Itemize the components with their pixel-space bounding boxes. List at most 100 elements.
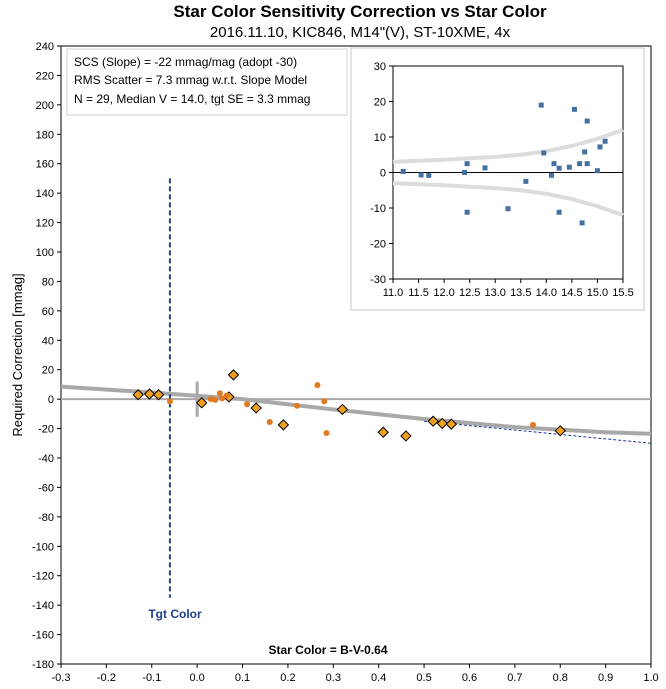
x-axis-label: Star Color = B-V-0.64 (268, 643, 387, 657)
inset-data-point (400, 168, 406, 174)
x-tick-label: 0.1 (235, 672, 250, 684)
inset-x-tick-label: 12.0 (433, 287, 454, 299)
stats-slope: SCS (Slope) = -22 mmag/mag (adopt -30) (74, 55, 297, 69)
fit-line (60, 384, 652, 436)
main-plot-area (60, 45, 652, 665)
x-tick-label: 0.7 (507, 672, 522, 684)
x-tick-label: 0.4 (371, 672, 386, 684)
inset-data-point (582, 149, 588, 155)
data-point-dot (166, 398, 173, 405)
y-tick-label: 180 (36, 129, 54, 141)
x-tick-label: -0.3 (52, 672, 71, 684)
y-tick-label: -40 (38, 453, 54, 465)
y-tick-label: 60 (42, 306, 54, 318)
y-tick-label: -20 (38, 424, 54, 436)
x-tick-label: 0.0 (190, 672, 205, 684)
inset-y-axis: 30 20 10 0 -10 -20 -30 (370, 61, 393, 286)
y-tick-label: -160 (32, 630, 54, 642)
x-tick-label: 0.3 (326, 672, 341, 684)
inset-data-point (594, 168, 600, 174)
main-data-points (132, 369, 566, 442)
inset-x-tick-label: 13.0 (485, 287, 506, 299)
target-color-label: Tgt Color (148, 607, 202, 621)
main-y-axis: 240220200180160140120100806040200-20-40-… (32, 41, 61, 671)
y-tick-label: 240 (36, 41, 54, 53)
stats-count: N = 29, Median V = 14.0, tgt SE = 3.3 mm… (74, 92, 310, 106)
data-point-dot (207, 396, 214, 403)
x-tick-label: -0.1 (142, 672, 161, 684)
data-point-dot (266, 418, 273, 425)
inset-data-point (602, 138, 608, 144)
inset-chart-box (350, 47, 645, 311)
data-point-dot (244, 401, 251, 408)
y-tick-label: 220 (36, 70, 54, 82)
y-tick-label: -120 (32, 571, 54, 583)
inset-data-point (426, 172, 432, 178)
x-tick-label: 0.6 (462, 672, 477, 684)
inset-x-tick-label: 15.0 (587, 287, 608, 299)
data-point-dot (212, 396, 219, 403)
data-point-diamond (445, 418, 458, 430)
inset-y-tick-label: 10 (374, 132, 386, 144)
y-tick-label: 80 (42, 276, 54, 288)
y-tick-label: 200 (36, 100, 54, 112)
data-point-diamond (143, 388, 156, 400)
inset-data-point (577, 161, 583, 167)
inset-x-tick-label: 13.5 (510, 287, 531, 299)
inset-y-tick-label: 0 (380, 168, 386, 180)
data-point-diamond (250, 402, 262, 414)
data-point-dot (219, 395, 226, 402)
data-point-dot (314, 382, 321, 389)
inset-data-point (523, 178, 529, 184)
y-tick-label: -140 (32, 600, 54, 612)
inset-data-point (464, 161, 470, 167)
inset-data-point (548, 172, 554, 178)
inset-y-tick-label: -30 (370, 274, 386, 286)
y-tick-label: 100 (36, 247, 54, 259)
inset-data-point (482, 165, 488, 171)
data-point-diamond (227, 369, 240, 381)
inset-x-tick-label: 15.5 (612, 287, 633, 299)
inset-data-point (584, 161, 590, 167)
data-point-dot (323, 429, 330, 436)
inset-data-points (400, 102, 608, 226)
y-tick-label: -60 (38, 482, 54, 494)
y-tick-label: -180 (32, 659, 54, 671)
x-tick-label: 0.8 (553, 672, 568, 684)
inset-data-point (462, 170, 468, 175)
data-point-diamond (152, 389, 165, 401)
stats-rms: RMS Scatter = 7.3 mmag w.r.t. Slope Mode… (74, 73, 307, 87)
inset-x-tick-label: 14.5 (561, 287, 582, 299)
inset-data-point (566, 164, 572, 170)
y-axis-label: Required Correction [mmag] (10, 273, 25, 436)
x-tick-label: -0.2 (97, 672, 116, 684)
inset-x-tick-label: 11.5 (408, 287, 429, 299)
y-tick-label: 160 (36, 159, 54, 171)
inset-y-tick-label: 30 (374, 61, 386, 73)
x-tick-label: 1.0 (643, 672, 658, 684)
slope-line (424, 420, 652, 444)
inset-data-point (556, 165, 562, 171)
inset-y-tick-label: -10 (370, 203, 386, 215)
data-point-dot (216, 390, 223, 397)
y-tick-label: -80 (38, 512, 54, 524)
y-tick-label: 40 (42, 335, 54, 347)
inset-x-tick-label: 14.0 (536, 287, 557, 299)
chart-subtitle: 2016.11.10, KIC846, M14"(V), ST-10XME, 4… (210, 24, 511, 41)
inset-data-point (556, 209, 562, 215)
data-point-diamond (336, 403, 349, 416)
inset-data-point (551, 161, 557, 167)
x-tick-label: 0.2 (280, 672, 295, 684)
inset-data-point (418, 172, 424, 178)
inset-upper-envelope (392, 128, 624, 164)
inset-data-point (571, 106, 577, 112)
data-point-dot (530, 421, 536, 428)
data-point-diamond (427, 415, 439, 427)
inset-y-tick-label: 20 (374, 97, 386, 109)
inset-data-point (584, 118, 590, 124)
inset-data-point (505, 206, 511, 212)
x-tick-label: 0.9 (598, 672, 613, 684)
data-point-dot (223, 392, 230, 399)
inset-y-tick-label: -20 (370, 239, 386, 251)
